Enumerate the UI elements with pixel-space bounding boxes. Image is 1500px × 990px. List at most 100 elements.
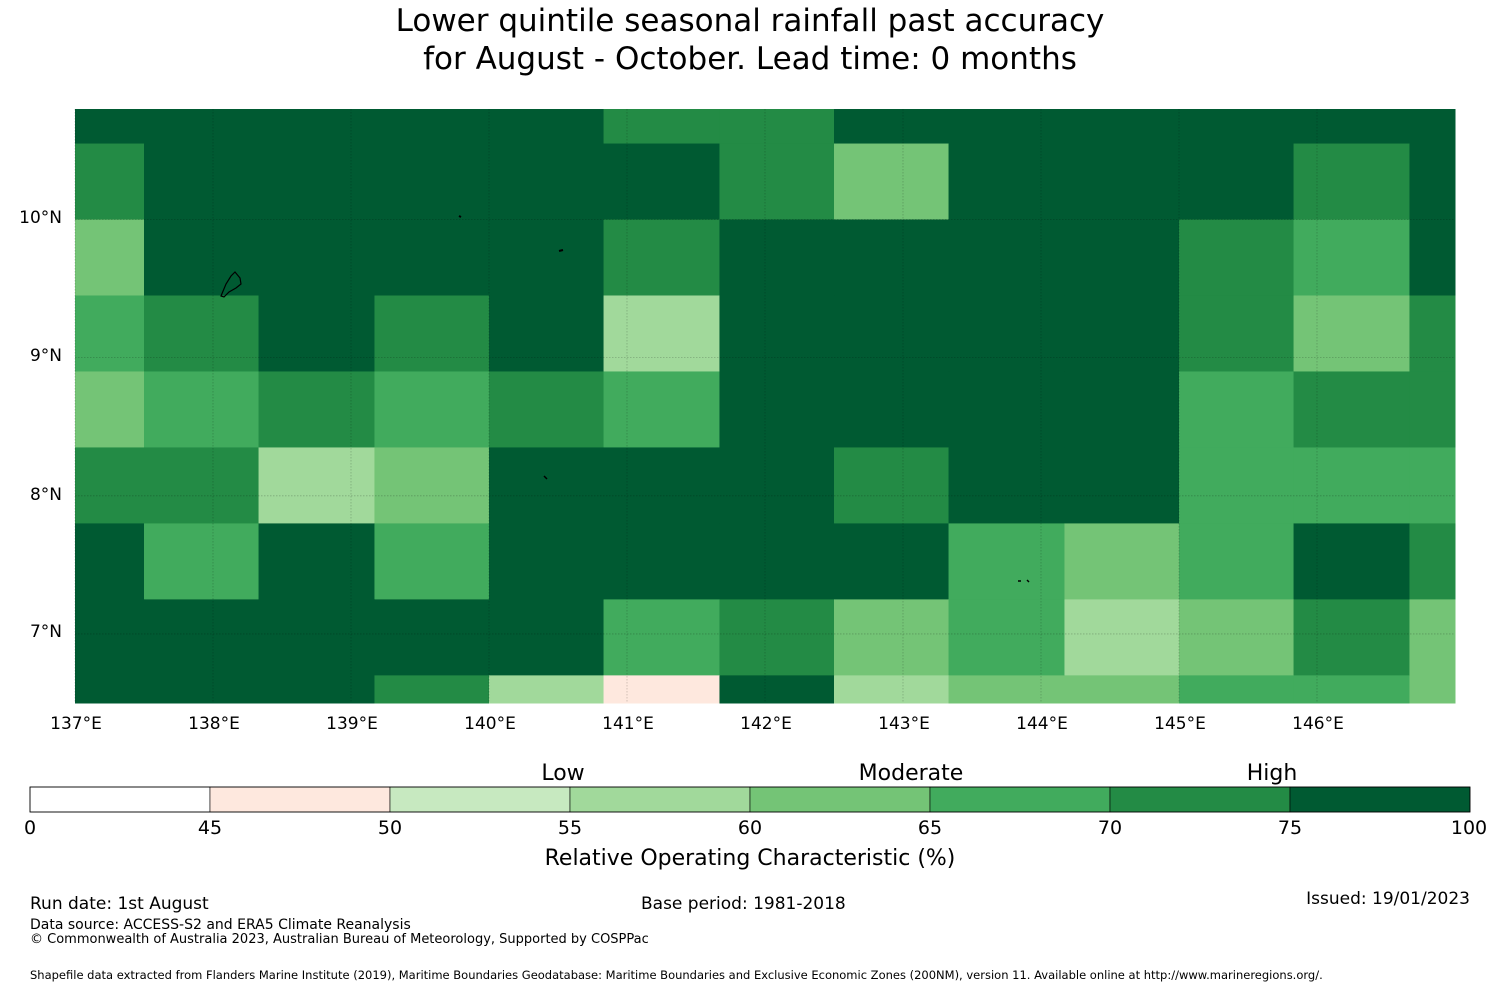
map-cell <box>489 295 605 372</box>
map-cell <box>1064 447 1180 524</box>
map-gridlines <box>74 109 1455 703</box>
map-cell <box>489 599 605 676</box>
map-cell <box>603 371 720 448</box>
map-cell <box>603 447 720 524</box>
copyright: © Commonwealth of Australia 2023, Austra… <box>30 932 649 947</box>
map-cell <box>834 143 950 221</box>
map-cell <box>1293 371 1410 448</box>
map-cell <box>1179 447 1295 524</box>
map-cell <box>948 599 1065 676</box>
map-cell <box>258 109 375 145</box>
map-cell <box>75 219 145 296</box>
map-cell <box>489 523 605 600</box>
map-cell <box>489 109 605 145</box>
lat-label: 9°N <box>29 346 62 366</box>
map-cell <box>1293 599 1410 676</box>
colorbar-tick: 0 <box>23 817 37 839</box>
map-cell <box>1409 371 1456 448</box>
map-cell <box>948 523 1065 600</box>
map-cell <box>603 143 720 221</box>
map-cell <box>834 523 950 600</box>
colorbar-swatch <box>749 786 931 813</box>
colorbar-tick: 75 <box>1277 817 1303 839</box>
run-date: Run date: 1st August <box>30 894 209 914</box>
island-outline <box>558 249 564 252</box>
map-cell <box>719 447 835 524</box>
map-cell <box>258 143 375 221</box>
map-cells <box>75 109 1456 704</box>
colorbar-tick: 65 <box>917 817 943 839</box>
map-cell <box>75 675 145 704</box>
map-cell <box>1064 599 1180 676</box>
map-cell <box>75 523 145 600</box>
map-cell <box>374 109 490 145</box>
map-cell <box>75 109 145 145</box>
lon-label: 145°E <box>1154 714 1206 734</box>
map-cell <box>1179 523 1295 600</box>
map-cell <box>489 143 605 221</box>
map-cell <box>1293 219 1410 296</box>
map-cell <box>948 109 1065 145</box>
map-cell <box>1409 523 1456 600</box>
category-high: High <box>1246 761 1298 786</box>
map-cell <box>258 675 375 704</box>
map-cell <box>374 295 490 372</box>
map-cell <box>1064 523 1180 600</box>
colorbar-outline <box>29 786 1471 813</box>
lon-label: 139°E <box>326 714 378 734</box>
map-cell <box>144 447 260 524</box>
map-cell <box>144 523 260 600</box>
lon-label: 138°E <box>188 714 240 734</box>
map-cell <box>1409 675 1456 704</box>
lat-label: 7°N <box>29 622 62 642</box>
colorbar-tick: 45 <box>197 817 223 839</box>
issued-date: Issued: 19/01/2023 <box>1306 889 1470 909</box>
map-cell <box>258 447 375 524</box>
island-outline <box>458 215 462 218</box>
colorbar-swatch <box>389 786 571 813</box>
map-cell <box>374 143 490 221</box>
map-cell <box>834 447 950 524</box>
map-cell <box>603 523 720 600</box>
lon-label: 143°E <box>878 714 930 734</box>
island-outline <box>220 271 242 298</box>
map-cell <box>948 675 1065 704</box>
map-cell <box>75 447 145 524</box>
category-low: Low <box>541 761 585 786</box>
map-cell <box>75 599 145 676</box>
map-cell <box>1064 219 1180 296</box>
map-cell <box>1293 109 1410 145</box>
map-cell <box>834 219 950 296</box>
map-cell <box>1179 219 1295 296</box>
map-title-line1: Lower quintile seasonal rainfall past ac… <box>395 3 1105 39</box>
lon-label: 144°E <box>1016 714 1068 734</box>
colorbar-tick: 55 <box>557 817 583 839</box>
map-cell <box>1064 295 1180 372</box>
map-cell <box>719 675 835 704</box>
map-cell <box>719 523 835 600</box>
map-cell <box>144 371 260 448</box>
map-cell <box>374 675 490 704</box>
map-cell <box>1293 675 1410 704</box>
map-cell <box>144 109 260 145</box>
map-cell <box>1179 109 1295 145</box>
map-cell <box>1064 143 1180 221</box>
map-cell <box>258 371 375 448</box>
map-cell <box>834 371 950 448</box>
colorbar-swatch <box>929 786 1111 813</box>
map-cell <box>948 219 1065 296</box>
map-cell <box>75 371 145 448</box>
map-cell <box>1293 523 1410 600</box>
map-cell <box>374 447 490 524</box>
map-cell <box>603 219 720 296</box>
map-cell <box>603 675 720 704</box>
colorbar-swatch <box>1289 786 1471 813</box>
map-cell <box>75 143 145 221</box>
map-title-line2: for August - October. Lead time: 0 month… <box>423 41 1077 77</box>
island-outline <box>1018 579 1030 583</box>
map-cell <box>144 219 260 296</box>
map-cell <box>258 219 375 296</box>
map-cell <box>719 219 835 296</box>
lat-label: 10°N <box>19 208 62 228</box>
